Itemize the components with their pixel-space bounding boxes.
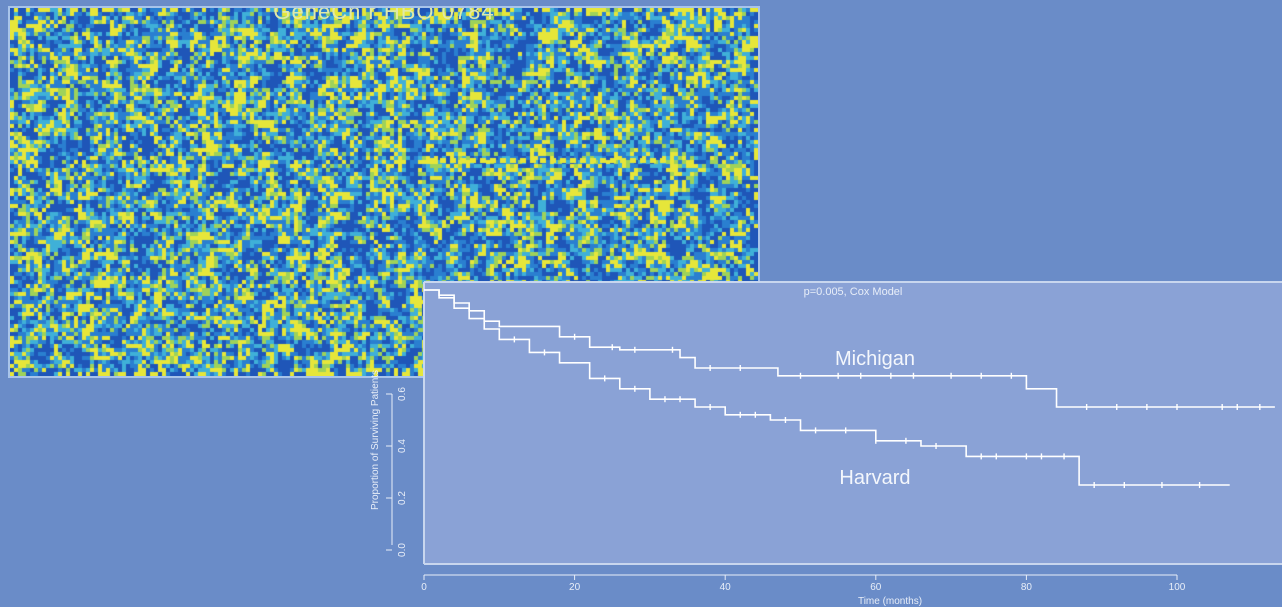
y-tick-label: 0.0 <box>397 543 408 557</box>
x-axis-title: Time (months) <box>858 596 922 607</box>
series-label-harvard: Harvard <box>839 467 910 489</box>
x-tick-label: 20 <box>569 582 581 593</box>
y-ticks: 0.0 0.2 0.4 0.6 <box>386 387 408 557</box>
chart-title: p=0.005, Cox Model <box>804 286 903 298</box>
heatmap-panel: GeneCh r HBO 0784 <box>8 6 760 378</box>
x-tick-label: 80 <box>1021 582 1033 593</box>
y-tick-label: 0.2 <box>397 491 408 505</box>
x-ticks: 0 20 40 60 80 100 <box>421 575 1186 593</box>
series-label-michigan: Michigan <box>835 348 915 370</box>
series-layer <box>424 289 1275 488</box>
survival-curve-harvard <box>424 289 1230 486</box>
x-tick-label: 0 <box>421 582 427 593</box>
y-tick-label: 0.4 <box>397 439 408 453</box>
heatmap-title: GeneCh r HBO 0784 <box>273 6 495 24</box>
plot-area <box>424 282 1282 564</box>
survival-curve-michigan <box>424 289 1275 408</box>
x-tick-label: 60 <box>870 582 882 593</box>
x-tick-label: 100 <box>1169 582 1186 593</box>
y-axis-title: Proportion of Surviving Patients <box>370 370 381 510</box>
y-tick-label: 0.6 <box>397 387 408 401</box>
x-tick-label: 40 <box>720 582 732 593</box>
